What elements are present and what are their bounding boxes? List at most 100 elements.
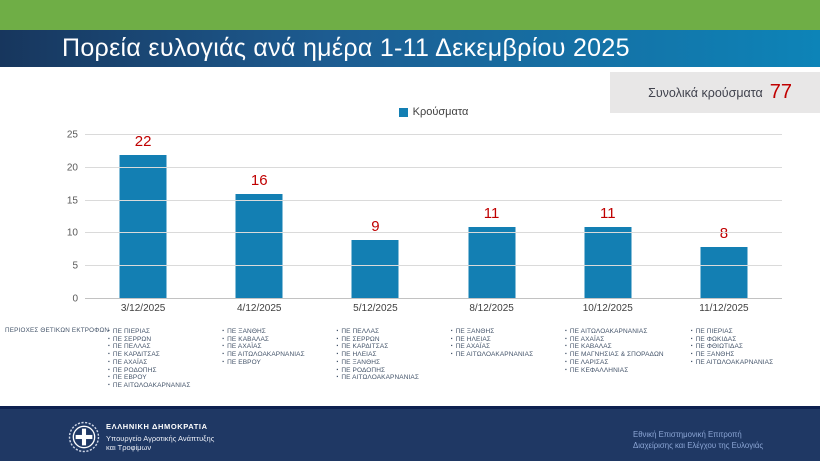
region-name: ΠΕ ΕΒΡΟΥ: [227, 358, 261, 366]
region-name: ΠΕ ΞΑΝΘΗΣ: [341, 358, 381, 366]
footer-committee-line1: Εθνική Επιστημονική Επιτροπή: [633, 430, 742, 439]
region-item: ▪ ΠΕ ΦΘΙΩΤΙΔΑΣ: [691, 343, 778, 351]
region-name: ΠΕ ΑΙΤΩΛΟΑΚΑΡΝΑΝΙΑΣ: [569, 328, 648, 335]
region-name: ΠΕ ΑΙΤΩΛΟΑΚΑΡΝΑΝΙΑΣ: [112, 381, 191, 389]
y-tick-label: 0: [72, 293, 78, 305]
bar-value-label: 16: [250, 172, 268, 190]
y-tick-label: 25: [66, 129, 78, 141]
bars-container: 22 16 9 11 11 8: [85, 133, 782, 299]
bullet-icon: ▪: [336, 358, 339, 365]
region-name: ΠΕ ΚΑΒΑΛΑΣ: [227, 335, 269, 343]
region-name: ΠΕ ΡΟΔΟΠΗΣ: [112, 366, 157, 374]
bullet-icon: ▪: [108, 374, 110, 381]
region-item: ▪ ΠΕ ΞΑΝΘΗΣ: [222, 328, 309, 336]
region-column: ▪ ΠΕ ΞΑΝΘΗΣ ▪ ΠΕ ΚΑΒΑΛΑΣ ▪ ΠΕ ΑΧΑΪΑΣ ▪ ΠΕ ΑΙΤΩΛ…: [199, 328, 313, 390]
region-item: ▪ ΠΕ ΚΑΡΔΙΤΣΑΣ: [108, 351, 195, 359]
region-item: ▪ ΠΕ ΕΒΡΟΥ: [108, 374, 195, 382]
region-name: ΠΕ ΞΑΝΘΗΣ: [455, 328, 495, 335]
region-name: ΠΕ ΜΑΓΝΗΣΙΑΣ & ΣΠΟΡΑΔΩΝ: [569, 351, 664, 359]
total-cases-label: Συνολικά κρούσματα: [648, 85, 763, 100]
bullet-icon: ▪: [690, 358, 693, 365]
x-axis-label: 3/12/2025: [120, 303, 166, 314]
bullet-icon: ▪: [690, 351, 693, 358]
region-item: ▪ ΠΕ ΦΩΚΙΔΑΣ: [691, 336, 778, 344]
region-item: ▪ ΠΕ ΠΙΕΡΙΑΣ: [691, 328, 778, 336]
bullet-icon: ▪: [108, 335, 110, 342]
y-tick-label: 5: [72, 260, 78, 272]
bullet-icon: ▪: [336, 328, 339, 334]
bullet-icon: ▪: [690, 335, 693, 342]
region-name: ΠΕ ΚΑΒΑΛΑΣ: [569, 343, 612, 351]
region-item: ▪ ΠΕ ΑΧΑΪΑΣ: [451, 343, 538, 351]
regions-label: ΠΕΡΙΟΧΕΣ ΘΕΤΙΚΩΝ ΕΚΤΡΟΦΩΝ: [5, 327, 110, 334]
bullet-icon: ▪: [108, 366, 110, 373]
bar: [700, 246, 748, 299]
region-name: ΠΕ ΗΛΕΙΑΣ: [341, 351, 377, 359]
total-cases-box: Συνολικά κρούσματα 77: [610, 72, 820, 113]
bullet-icon: ▪: [336, 351, 339, 358]
region-name: ΠΕ ΚΑΡΔΙΤΣΑΣ: [341, 343, 389, 351]
bullet-icon: ▪: [222, 351, 225, 358]
bullet-icon: ▪: [450, 328, 453, 334]
bar-column: 8: [666, 135, 782, 299]
bullet-icon: ▪: [222, 335, 225, 342]
footer-committee-line2: Διαχείρισης και Ελέγχου της Ευλογιάς: [633, 441, 764, 450]
bullet-icon: ▪: [222, 358, 225, 365]
y-axis: 0 5 10 15 20 25: [40, 130, 78, 305]
bullet-icon: ▪: [690, 343, 693, 350]
y-tick-label: 10: [66, 227, 78, 239]
region-item: ▪ ΠΕ ΑΙΤΩΛΟΑΚΑΡΝΑΝΙΑΣ: [451, 351, 538, 359]
region-name: ΠΕ ΑΙΤΩΛΟΑΚΑΡΝΑΝΙΑΣ: [695, 358, 774, 366]
gridline: [85, 298, 782, 299]
bar-column: 11: [434, 135, 550, 299]
bullet-icon: ▪: [222, 328, 225, 334]
legend-swatch: [398, 107, 408, 117]
region-name: ΠΕ ΑΧΑΪΑΣ: [569, 335, 605, 343]
bullet-icon: ▪: [108, 358, 110, 365]
region-item: ▪ ΠΕ ΗΛΕΙΑΣ: [337, 351, 424, 359]
legend-label: Κρούσματα: [412, 106, 469, 118]
region-name: ΠΕ ΦΘΙΩΤΙΔΑΣ: [695, 343, 744, 351]
region-name: ΠΕ ΚΑΡΔΙΤΣΑΣ: [112, 351, 160, 359]
bar-column: 22: [85, 133, 201, 299]
region-name: ΠΕ ΑΙΤΩΛΟΑΚΑΡΝΑΝΙΑΣ: [341, 374, 419, 382]
bar: [468, 226, 516, 299]
region-column: ▪ ΠΕ ΠΙΕΡΙΑΣ ▪ ΠΕ ΦΩΚΙΔΑΣ ▪ ΠΕ ΦΘΙΩΤΙΔΑΣ ▪ ΠΕ Ξ…: [668, 328, 782, 390]
x-axis-label: 4/12/2025: [237, 303, 282, 314]
gridline: [85, 232, 782, 234]
bar-value-label: 11: [483, 204, 500, 222]
region-column: ▪ ΠΕ ΠΙΕΡΙΑΣ ▪ ΠΕ ΣΕΡΡΩΝ ▪ ΠΕ ΠΕΛΛΑΣ ▪ ΠΕ ΚΑΡΔΙ…: [85, 328, 199, 390]
bar-column: 9: [317, 135, 433, 299]
bullet-icon: ▪: [336, 335, 339, 342]
bar: [235, 194, 283, 299]
gridline: [85, 265, 782, 267]
footer-org-line2: Υπουργείο Αγροτικής Ανάπτυξης: [106, 433, 215, 443]
bullet-icon: ▪: [565, 366, 567, 373]
bullet-icon: ▪: [565, 358, 567, 365]
bar: [584, 226, 632, 299]
gridline: [85, 134, 782, 135]
x-axis-labels: 3/12/2025 4/12/2025 5/12/2025 8/12/2025 10/1…: [85, 303, 782, 314]
region-name: ΠΕ ΗΛΕΙΑΣ: [455, 335, 491, 343]
region-item: ▪ ΠΕ ΑΙΤΩΛΟΑΚΑΡΝΑΝΙΑΣ: [691, 359, 778, 367]
footer-committee-block: Εθνική Επιστημονική Επιτροπή Διαχείρισης…: [633, 429, 763, 451]
region-name: ΠΕ ΠΕΛΛΑΣ: [341, 328, 380, 335]
region-item: ▪ ΠΕ ΑΧΑΪΑΣ: [565, 336, 664, 344]
region-item: ▪ ΠΕ ΣΕΡΡΩΝ: [108, 336, 195, 344]
region-item: ▪ ΠΕ ΜΑΓΝΗΣΙΑΣ & ΣΠΟΡΑΔΩΝ: [565, 351, 664, 359]
region-item: ▪ ΠΕ ΚΑΒΑΛΑΣ: [222, 336, 309, 344]
bar-chart-plot-area: 22 16 9 11 11 8: [85, 133, 782, 299]
footer-org-title: ΕΛΛΗΝΙΚΗ ΔΗΜΟΚΡΑΤΙΑ: [106, 422, 208, 431]
region-name: ΠΕ ΣΕΡΡΩΝ: [341, 335, 380, 343]
region-item: ▪ ΠΕ ΞΑΝΘΗΣ: [451, 328, 538, 336]
bar-value-label: 11: [599, 204, 616, 222]
region-item: ▪ ΠΕ ΚΑΡΔΙΤΣΑΣ: [337, 343, 424, 351]
gridline: [85, 199, 782, 201]
region-item: ▪ ΠΕ ΞΑΝΘΗΣ: [691, 351, 778, 359]
bar: [119, 154, 167, 299]
region-item: ▪ ΠΕ ΑΙΤΩΛΟΑΚΑΡΝΑΝΙΑΣ: [222, 351, 309, 359]
region-name: ΠΕ ΑΧΑΪΑΣ: [227, 343, 262, 351]
region-item: ▪ ΠΕ ΑΧΑΪΑΣ: [108, 359, 195, 367]
bullet-icon: ▪: [336, 374, 339, 381]
